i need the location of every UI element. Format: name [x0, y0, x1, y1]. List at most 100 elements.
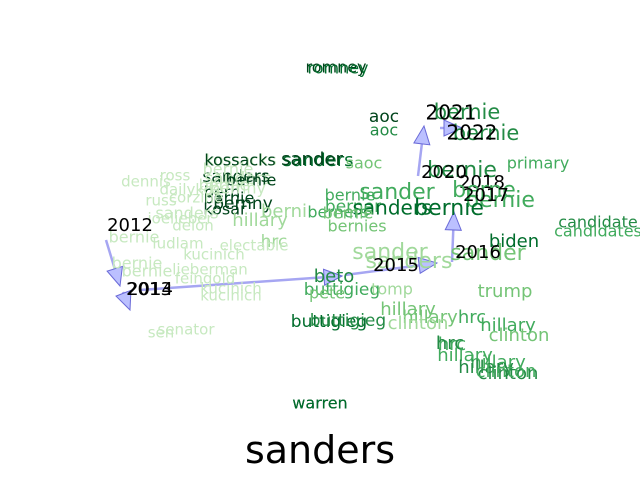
- word-point: bernie: [325, 186, 376, 205]
- word-point: ludlam: [152, 235, 203, 253]
- word-point: senator: [158, 321, 216, 339]
- word-point: bern: [204, 183, 240, 202]
- year-label: 2021: [426, 101, 477, 125]
- word-point: hrc: [438, 334, 466, 355]
- word-point: barnie: [204, 189, 255, 208]
- word-point: bernie: [323, 204, 374, 223]
- word-point: hillary: [232, 210, 288, 231]
- word-point: kucinich: [200, 287, 262, 305]
- trajectory-arrow: [444, 210, 463, 263]
- word-point: beto: [314, 266, 355, 287]
- word-point: joelieber: [146, 210, 213, 228]
- word-point: sander: [352, 240, 428, 265]
- year-label: 2017: [463, 185, 509, 206]
- word-layer: romneyromneyaocaocberniebernie20212022pr…: [107, 58, 640, 413]
- word-point: bernies: [327, 217, 386, 236]
- word-point: trump: [478, 281, 533, 302]
- word-point: primary: [507, 154, 570, 173]
- word-point: hillary: [470, 352, 526, 373]
- word-point: bernie: [226, 171, 277, 190]
- year-label: 2012: [107, 215, 153, 236]
- word-point: electable: [220, 237, 289, 255]
- word-point: berne: [452, 178, 516, 203]
- trajectory-arrow: [139, 268, 344, 292]
- word-point: buttigieg: [304, 280, 380, 300]
- word-point: saoc: [346, 154, 383, 173]
- year-label: 2016: [455, 242, 501, 263]
- word-point: berni: [261, 201, 307, 222]
- word-point: bernie: [199, 176, 250, 195]
- word-point: hrc: [458, 307, 486, 328]
- trajectory-arrow: [115, 289, 132, 312]
- word-point: hrc: [261, 232, 288, 252]
- word-point: biden: [489, 231, 539, 252]
- word-point: warren: [292, 394, 347, 413]
- word-point: sander: [359, 180, 435, 205]
- word-point: berners: [307, 203, 368, 222]
- word-point: sanders: [353, 196, 432, 220]
- word-point: clinton: [478, 363, 539, 384]
- word-point: kossacks: [204, 151, 275, 170]
- word-point: bernny: [213, 194, 273, 214]
- word-point: bernie: [465, 188, 535, 213]
- word-point: sander: [450, 241, 526, 266]
- word-point: hillary: [380, 299, 436, 320]
- word-point: bernie: [414, 196, 484, 221]
- word-point: clinton: [388, 313, 449, 334]
- word-point: bernie: [122, 262, 173, 281]
- word-point: kosar: [203, 200, 247, 219]
- word-point: candidates: [554, 222, 640, 241]
- word-point: hillary: [437, 345, 493, 366]
- word-point: bernny: [210, 179, 266, 198]
- word-point: delon: [172, 217, 214, 235]
- word-point: hrc: [436, 333, 464, 354]
- word-point: buttigieg: [310, 311, 386, 331]
- year-label: 2014: [127, 279, 173, 300]
- word-point: pete: [309, 284, 345, 303]
- word-point: feingold: [175, 270, 236, 288]
- word-point: bernie: [203, 160, 254, 179]
- word-point: sanders: [282, 150, 353, 171]
- word-point: clinton: [489, 325, 550, 346]
- word-point: bernie: [109, 228, 160, 247]
- word-point: aoc: [369, 107, 399, 127]
- word-point: sanders: [204, 169, 271, 189]
- year-label: 2013: [126, 279, 172, 300]
- word-point: tomp: [371, 280, 413, 299]
- year-label: 2020: [421, 162, 467, 183]
- word-point: sanders: [366, 249, 453, 274]
- word-point: kucinich: [183, 246, 245, 264]
- chart-title: sanders: [244, 428, 396, 472]
- word-point: dailykos: [159, 181, 220, 199]
- word-point: sanders: [155, 204, 218, 223]
- word-point: hillary: [458, 357, 514, 378]
- word-point: corzine: [169, 189, 223, 207]
- word-point: sander: [281, 149, 343, 170]
- arrow-layer: [104, 119, 464, 312]
- word-point: kucinich: [200, 280, 262, 298]
- word-point: lieberman: [172, 261, 248, 279]
- word-point: bernie: [434, 100, 501, 124]
- trajectory-arrow: [104, 239, 124, 288]
- word-point: romney: [307, 59, 368, 78]
- word-point: candidate: [558, 213, 637, 232]
- word-point: russ: [145, 192, 176, 210]
- word-point: hillary: [402, 307, 458, 328]
- year-label: 2022: [447, 121, 498, 145]
- word-point: bernie: [453, 121, 520, 145]
- word-point: warren: [292, 394, 347, 413]
- word-point: hillary: [480, 315, 536, 336]
- word-point: dennis: [121, 173, 171, 191]
- word-point: clinton: [476, 361, 537, 382]
- word-point: berner: [325, 197, 381, 217]
- word-point: kossacks: [205, 151, 276, 170]
- word-point: sen: [148, 324, 175, 342]
- year-label: 2015: [373, 255, 419, 276]
- word-point: buttigieg: [291, 312, 367, 332]
- trajectory-arrow: [344, 256, 439, 277]
- word-point: romney: [305, 58, 366, 77]
- word-point: sanders: [202, 167, 269, 187]
- word-point: bernie: [112, 254, 163, 273]
